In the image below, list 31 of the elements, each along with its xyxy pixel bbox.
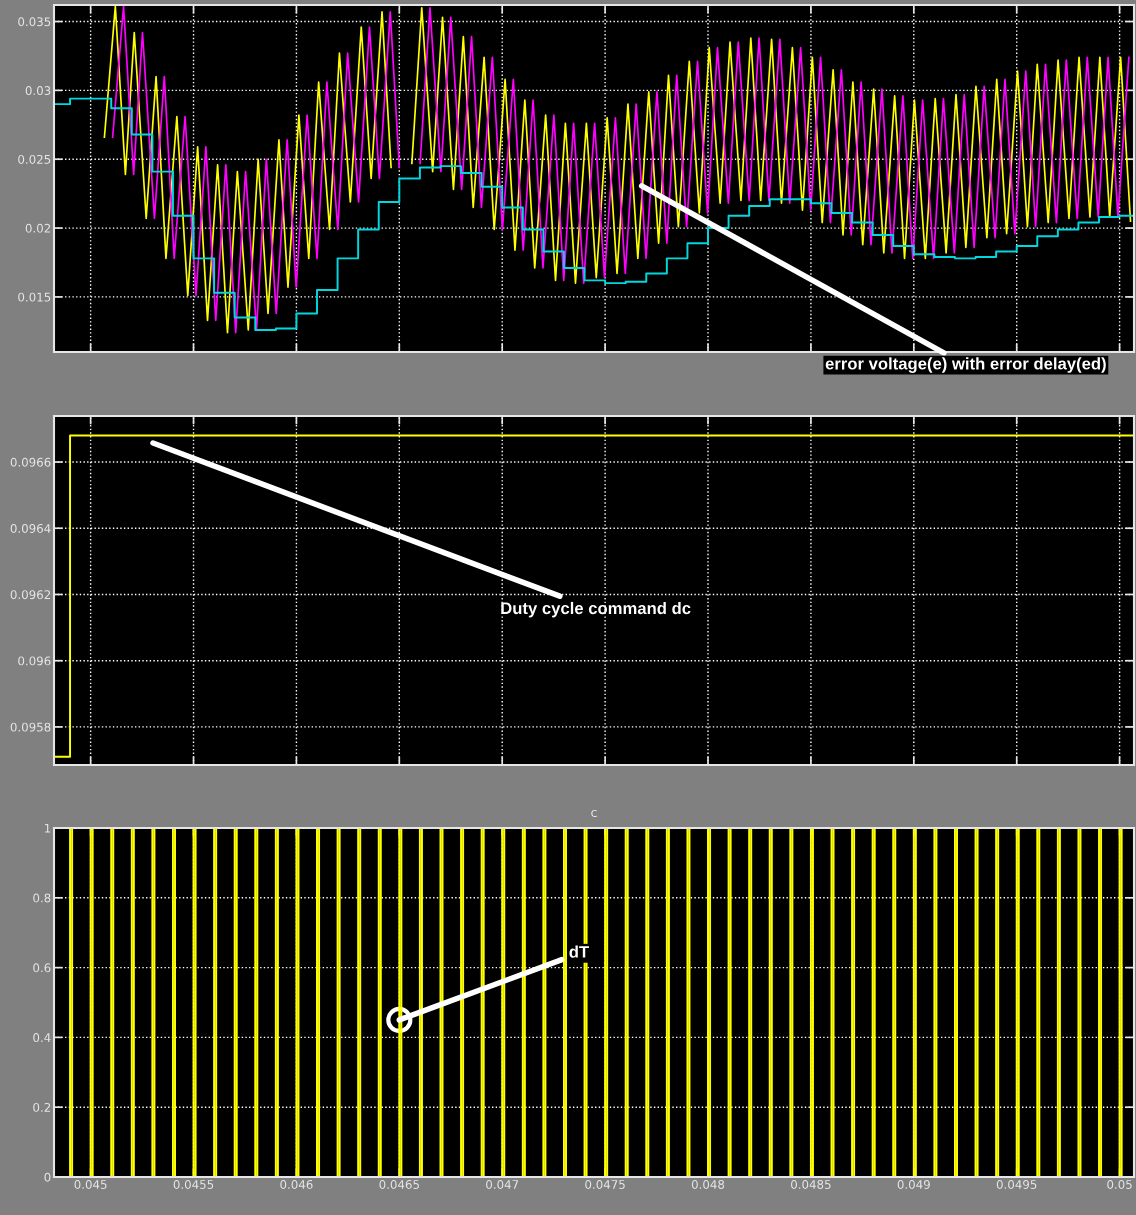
- annotation: error voltage(e) with error delay(ed): [825, 357, 1106, 373]
- annotation: Duty cycle command dc: [501, 601, 691, 618]
- x-tick-label: 0.0485: [791, 1179, 831, 1189]
- x-tick-label: 0.048: [691, 1179, 725, 1189]
- x-tick-label: 0.0465: [379, 1179, 419, 1189]
- y-tick-label: 0.8: [33, 893, 51, 903]
- y-tick-label: 0.0962: [10, 590, 51, 600]
- x-tick-label: 0.045: [74, 1179, 107, 1189]
- y-tick-label: 0.035: [18, 17, 51, 27]
- y-tick-label: 0.096: [18, 656, 51, 666]
- y-tick-label: 0.2: [33, 1102, 51, 1112]
- y-tick-label: 0.025: [18, 154, 51, 164]
- chart-title: c: [591, 809, 597, 818]
- y-tick-label: 0.02: [25, 223, 51, 233]
- y-tick-label: 0.0964: [10, 523, 51, 533]
- x-tick-label: 0.0455: [173, 1179, 214, 1189]
- x-tick-label: 0.047: [486, 1179, 519, 1189]
- y-tick-label: 1: [45, 823, 51, 833]
- annotation: dT: [569, 945, 589, 958]
- y-tick-label: 0.03: [25, 86, 51, 96]
- y-tick-label: 0: [44, 1172, 51, 1182]
- x-tick-label: 0.0475: [585, 1179, 625, 1189]
- y-tick-label: 0.0966: [10, 457, 51, 467]
- y-tick-label: 0.4: [33, 1033, 51, 1043]
- y-tick-label: 0.0958: [10, 722, 51, 732]
- x-tick-label: 0.0495: [996, 1179, 1037, 1189]
- x-tick-label: 0.049: [897, 1179, 930, 1189]
- y-tick-label: 0.015: [18, 292, 51, 302]
- x-tick-label: 0.05: [1107, 1179, 1132, 1189]
- x-tick-label: 0.046: [280, 1179, 313, 1189]
- y-tick-label: 0.6: [33, 963, 51, 973]
